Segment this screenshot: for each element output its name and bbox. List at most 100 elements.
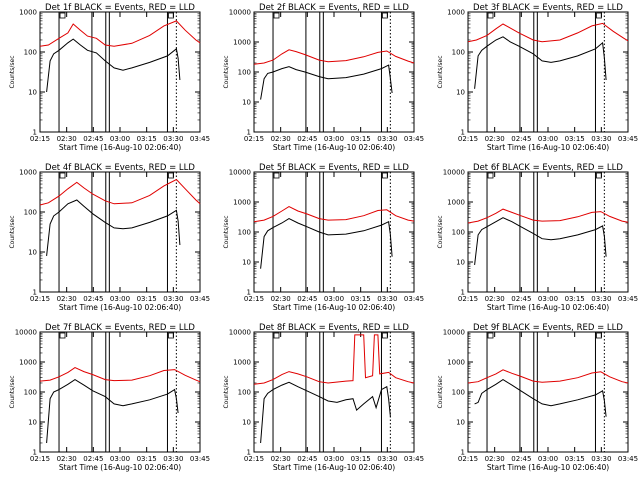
x-tick-label: 03:00 [110, 135, 130, 143]
x-tick-label: 02:30 [57, 135, 77, 143]
x-axis-label: Start Time (16-Aug-10 02:06:40) [273, 303, 395, 312]
x-tick-label: 03:15 [137, 455, 157, 463]
marker-flag [59, 332, 66, 339]
y-tick-label: 1 [33, 449, 37, 457]
lld-series-line [39, 367, 201, 383]
x-tick-label: 03:00 [110, 455, 130, 463]
x-axis-label: Start Time (16-Aug-10 02:06:40) [487, 143, 609, 152]
y-tick-label: 10000 [229, 329, 251, 337]
y-tick-label: 1 [247, 129, 251, 137]
y-tick-label: 10000 [229, 9, 251, 17]
x-tick-label: 03:00 [538, 455, 558, 463]
panel-title: Det 9f BLACK = Events, RED = LLD [473, 323, 623, 333]
lld-series-line [39, 178, 201, 206]
marker-flag [487, 332, 494, 339]
y-axis-label: Counts/sec [9, 55, 16, 88]
marker-flag [382, 332, 388, 339]
x-tick-label: 03:30 [591, 135, 611, 143]
x-tick-label: 02:15 [458, 455, 478, 463]
y-tick-label: 10 [242, 99, 251, 107]
panel-title: Det 5f BLACK = Events, RED = LLD [259, 163, 409, 173]
panel-title: Det 8f BLACK = Events, RED = LLD [259, 323, 409, 333]
y-axis-label: Counts/sec [223, 215, 230, 248]
x-tick-label: 02:15 [30, 295, 50, 303]
y-tick-label: 10 [242, 419, 251, 427]
y-tick-label: 1000 [447, 9, 465, 17]
x-tick-label: 03:15 [351, 295, 371, 303]
marker-flag [59, 172, 66, 179]
x-tick-label: 03:00 [324, 135, 344, 143]
x-tick-label: 02:30 [57, 295, 77, 303]
marker-flag [168, 332, 174, 339]
x-axis-label: Start Time (16-Aug-10 02:06:40) [487, 303, 609, 312]
y-tick-label: 1000 [19, 169, 37, 177]
x-tick-label: 03:45 [618, 295, 638, 303]
y-tick-label: 100 [24, 209, 37, 217]
detector-panel: Det 2f BLACK = Events, RED = LLD Counts/s… [223, 3, 424, 152]
x-tick-label: 03:00 [110, 295, 130, 303]
y-tick-label: 10 [28, 249, 37, 257]
marker-flag [168, 172, 174, 179]
y-tick-label: 1 [461, 129, 465, 137]
y-tick-label: 100 [238, 229, 251, 237]
marker-flag [596, 332, 602, 339]
events-series-line [474, 379, 607, 417]
y-tick-label: 1 [33, 129, 37, 137]
x-tick-label: 02:15 [30, 135, 50, 143]
lld-series-line [467, 208, 629, 224]
y-tick-label: 1000 [233, 39, 251, 47]
x-tick-label: 03:45 [190, 295, 210, 303]
x-tick-label: 03:45 [404, 455, 424, 463]
lld-series-line [39, 20, 201, 47]
x-axis-label: Start Time (16-Aug-10 02:06:40) [59, 463, 181, 472]
x-tick-label: 03:15 [351, 135, 371, 143]
y-axis-label: Counts/sec [223, 375, 230, 408]
x-tick-label: 02:15 [244, 135, 264, 143]
x-tick-label: 03:30 [591, 455, 611, 463]
x-tick-label: 02:30 [485, 135, 505, 143]
lld-series-line [253, 49, 415, 65]
y-axis-label: Counts/sec [9, 215, 16, 248]
x-tick-label: 03:15 [565, 295, 585, 303]
x-tick-label: 02:45 [83, 295, 103, 303]
x-tick-label: 02:15 [30, 455, 50, 463]
x-tick-label: 03:45 [404, 135, 424, 143]
x-tick-label: 03:30 [377, 135, 397, 143]
y-tick-label: 10000 [443, 329, 465, 337]
y-tick-label: 1000 [19, 9, 37, 17]
y-tick-label: 10000 [229, 169, 251, 177]
y-tick-label: 10 [242, 259, 251, 267]
x-tick-label: 02:15 [244, 455, 264, 463]
marker-flag [596, 172, 602, 179]
x-tick-label: 02:45 [297, 455, 317, 463]
x-tick-label: 03:30 [163, 135, 183, 143]
y-axis-label: Counts/sec [437, 215, 444, 248]
x-axis-label: Start Time (16-Aug-10 02:06:40) [59, 143, 181, 152]
lld-series-line [253, 334, 415, 385]
y-axis-label: Counts/sec [223, 55, 230, 88]
x-tick-label: 03:15 [351, 455, 371, 463]
y-tick-label: 10000 [443, 169, 465, 177]
events-series-line [260, 381, 391, 444]
x-tick-label: 03:45 [190, 135, 210, 143]
lld-series-line [467, 369, 629, 384]
detector-panel: Det 5f BLACK = Events, RED = LLD Counts/s… [223, 163, 424, 312]
marker-flag [273, 12, 280, 19]
marker-flag [382, 172, 388, 179]
x-tick-label: 03:45 [190, 455, 210, 463]
panel-title: Det 2f BLACK = Events, RED = LLD [259, 3, 409, 13]
y-tick-label: 1 [247, 289, 251, 297]
y-tick-label: 1 [247, 449, 251, 457]
y-tick-label: 1000 [19, 359, 37, 367]
x-tick-label: 02:15 [458, 295, 478, 303]
x-tick-label: 03:00 [324, 295, 344, 303]
events-series-line [46, 38, 181, 93]
x-tick-label: 03:30 [591, 295, 611, 303]
detector-panel: Det 8f BLACK = Events, RED = LLD Counts/s… [223, 323, 424, 472]
x-axis-label: Start Time (16-Aug-10 02:06:40) [273, 463, 395, 472]
x-tick-label: 03:15 [565, 455, 585, 463]
events-series-line [260, 64, 393, 100]
events-series-line [474, 217, 607, 265]
y-axis-label: Counts/sec [9, 375, 16, 408]
